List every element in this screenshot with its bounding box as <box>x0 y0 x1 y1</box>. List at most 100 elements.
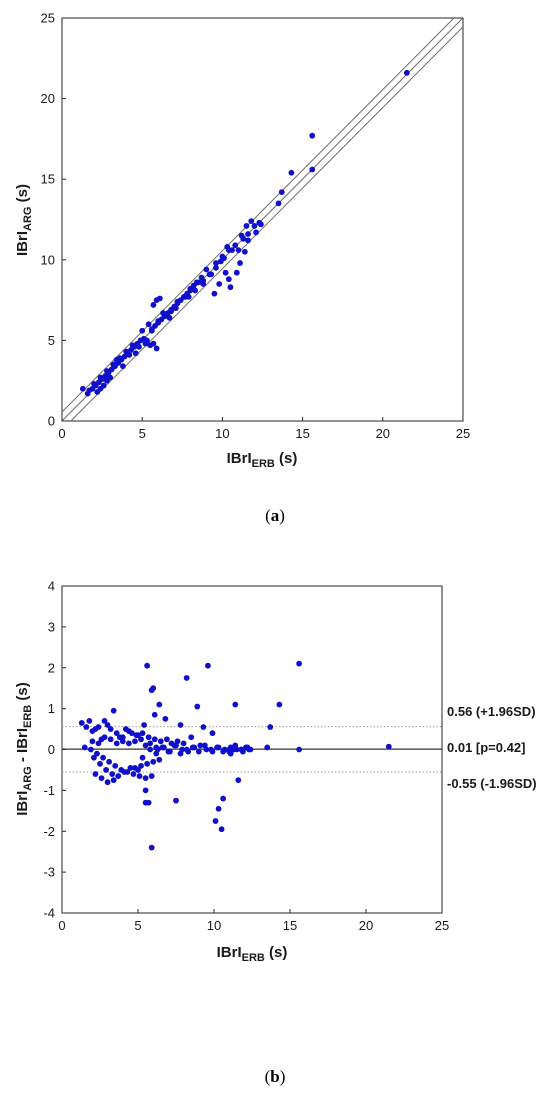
data-point <box>81 744 88 751</box>
y-tick-label: -3 <box>43 865 55 880</box>
data-point <box>173 797 179 804</box>
data-point <box>218 826 225 833</box>
data-point <box>109 771 116 777</box>
data-point <box>159 744 166 751</box>
data-point <box>97 374 104 381</box>
data-point <box>150 302 157 308</box>
data-point <box>198 274 205 281</box>
data-point <box>148 327 155 334</box>
y-tick-label: 0 <box>48 742 55 757</box>
data-point <box>110 707 117 714</box>
data-point <box>125 740 132 747</box>
data-point <box>142 775 149 782</box>
data-point <box>227 284 234 291</box>
data-point <box>235 777 242 784</box>
data-point <box>220 748 227 755</box>
data-point <box>187 285 194 292</box>
data-point <box>251 223 258 229</box>
data-point <box>78 720 85 726</box>
x-tick-label: 0 <box>58 918 65 933</box>
data-point <box>174 298 181 305</box>
data-point <box>116 734 123 741</box>
data-point <box>142 787 149 794</box>
data-point <box>145 734 152 741</box>
data-point <box>89 738 96 745</box>
data-point <box>139 327 146 334</box>
data-point <box>157 738 164 745</box>
data-point <box>107 736 114 743</box>
data-point <box>144 662 151 669</box>
data-point <box>244 744 251 751</box>
panel-caption-b: (b) <box>265 1067 286 1086</box>
data-point <box>147 746 154 753</box>
data-point <box>94 750 100 757</box>
data-point <box>205 662 211 669</box>
data-point <box>86 717 93 724</box>
data-point <box>189 744 196 751</box>
data-point <box>225 247 232 254</box>
data-point <box>276 701 283 708</box>
data-point <box>232 701 239 708</box>
data-point <box>264 744 271 751</box>
data-point <box>98 775 105 782</box>
x-tick-label: 25 <box>456 426 470 441</box>
data-point <box>156 701 163 708</box>
data-point <box>193 279 200 286</box>
data-point <box>267 724 274 730</box>
data-point <box>278 189 285 195</box>
data-point <box>206 271 213 278</box>
data-point <box>245 237 251 244</box>
data-point <box>103 767 109 773</box>
x-tick-label: 20 <box>376 426 390 441</box>
data-point <box>160 310 166 316</box>
axis-ticks-a: 0 5 10 20 15 25 0 5 10 15 20 25 <box>41 11 471 442</box>
data-point <box>153 744 160 751</box>
y-tick-label: 5 <box>48 333 55 348</box>
data-point <box>211 290 218 297</box>
x-tick-label: 10 <box>215 426 229 441</box>
x-tick-label: 5 <box>134 918 141 933</box>
data-point <box>147 740 154 747</box>
data-point <box>195 748 202 755</box>
data-point <box>237 260 243 266</box>
data-point <box>95 740 102 747</box>
data-point <box>309 132 316 139</box>
x-tick-label: 5 <box>139 426 146 441</box>
data-point <box>403 69 410 76</box>
y-tick-label: 0 <box>48 414 55 429</box>
data-point <box>115 773 122 779</box>
data-point <box>148 773 155 779</box>
data-point <box>138 736 144 743</box>
data-point <box>309 166 316 173</box>
x-tick-label: 25 <box>435 918 449 933</box>
data-point <box>232 742 239 749</box>
y-tick-label: 3 <box>48 619 55 634</box>
data-point <box>166 314 173 321</box>
data-point <box>188 734 195 741</box>
data-point <box>201 742 208 749</box>
y-tick-label: -1 <box>43 783 55 798</box>
y-tick-label: 10 <box>41 252 55 267</box>
data-point <box>213 260 219 266</box>
data-point <box>101 717 108 724</box>
mean-difference-label: 0.01 [p=0.42] <box>447 740 525 755</box>
data-point <box>216 281 223 287</box>
data-point <box>126 352 133 358</box>
data-point <box>245 231 251 237</box>
identity-line <box>61 17 455 413</box>
y-tick-label: 2 <box>48 660 55 675</box>
y-tick-label: -4 <box>43 906 55 921</box>
y-axis-label-b: IBrIARG - IBrIERB (s) <box>14 682 34 816</box>
y-tick-label: 25 <box>41 11 55 26</box>
data-point <box>106 758 113 765</box>
lower-limit-label: -0.55 (-1.96SD) <box>447 776 537 791</box>
data-point <box>215 805 222 812</box>
data-point <box>113 356 120 363</box>
data-point <box>121 769 128 775</box>
data-point <box>129 342 136 349</box>
data-point <box>104 779 111 786</box>
x-tick-label: 15 <box>295 426 309 441</box>
y-tick-label: 20 <box>41 91 55 106</box>
upper-limit-label: 0.56 (+1.96SD) <box>447 704 536 719</box>
x-axis-label-b: IBrIERB (s) <box>217 944 288 964</box>
